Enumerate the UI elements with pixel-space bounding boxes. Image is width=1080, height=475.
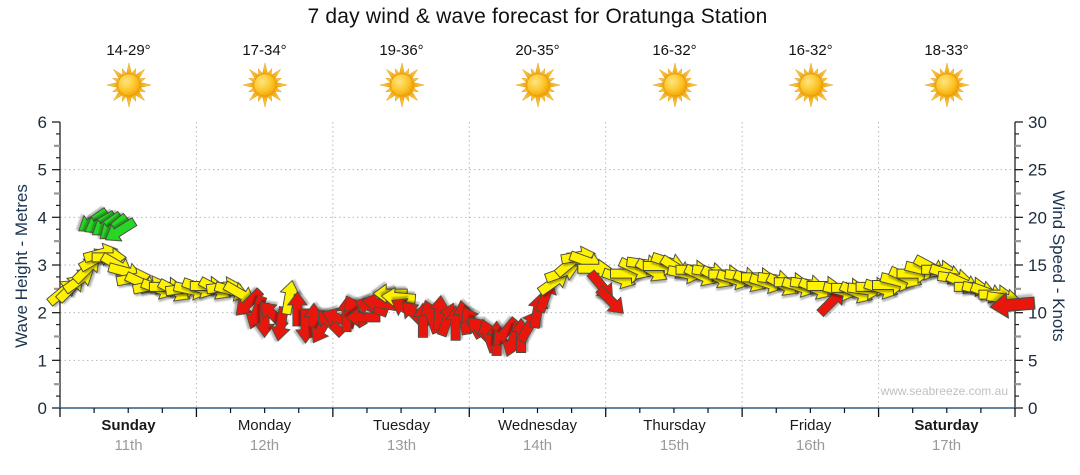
left-tick-label: 3 <box>38 256 47 275</box>
day-date: 17th <box>931 437 962 454</box>
day-date: 13th <box>386 437 417 454</box>
wind-arrow <box>989 291 1036 319</box>
right-tick-label: 25 <box>1028 161 1047 180</box>
day-date: 16th <box>795 437 826 454</box>
gridlines <box>60 122 1015 408</box>
day-name: Tuesday <box>373 417 430 434</box>
wind-arrow <box>493 316 520 347</box>
left-tick-label: 2 <box>38 304 47 323</box>
wind-arrow <box>104 217 138 242</box>
left-tick-label: 5 <box>38 161 47 180</box>
wind-arrow <box>235 287 265 316</box>
temp-range-label: 20-35° <box>515 42 560 59</box>
x-label-monday: Monday 12th <box>196 417 333 454</box>
watermark: www.seabreeze.com.au <box>880 384 1008 398</box>
day-name: Thursday <box>643 417 706 434</box>
right-tick-label: 20 <box>1028 208 1047 227</box>
wind-arrow-series <box>46 206 1036 358</box>
temp-range-label: 19-36° <box>379 42 424 59</box>
x-label-tuesday: Tuesday 13th <box>333 417 470 454</box>
day-header-friday: 16-32° <box>742 42 879 109</box>
left-axis: 0 1 2 3 4 5 6 <box>38 113 61 418</box>
left-tick-label: 0 <box>38 399 47 418</box>
wind-arrow <box>279 279 301 316</box>
temp-range-label: 16-32° <box>652 42 697 59</box>
right-tick-label: 5 <box>1028 351 1037 370</box>
day-name: Wednesday <box>498 417 577 434</box>
x-label-wednesday: Wednesday 14th <box>469 417 606 454</box>
day-name: Sunday <box>101 417 156 434</box>
temp-range-label: 16-32° <box>788 42 833 59</box>
day-date: 11th <box>114 437 143 454</box>
day-header-sunday: 14-29° <box>60 42 197 109</box>
day-header-tuesday: 19-36° <box>333 42 470 109</box>
day-header-monday: 17-34° <box>196 42 333 109</box>
day-name: Monday <box>237 417 292 434</box>
day-name: Friday <box>789 417 832 434</box>
wind-arrow <box>595 285 624 314</box>
left-tick-label: 6 <box>38 113 47 132</box>
bottom-axis <box>57 407 1017 417</box>
left-axis-title: Wave Height - Metres <box>12 184 31 348</box>
right-tick-label: 0 <box>1028 399 1037 418</box>
day-header-thursday: 16-32° <box>606 42 743 109</box>
day-date: 15th <box>659 437 690 454</box>
day-name: Saturday <box>914 417 979 434</box>
wind-arrow <box>270 305 291 342</box>
right-tick-label: 30 <box>1028 113 1047 132</box>
x-label-thursday: Thursday 15th <box>606 417 743 454</box>
temp-range-label: 18-33° <box>924 42 969 59</box>
wind-arrow <box>254 302 276 339</box>
day-date: 14th <box>522 437 553 454</box>
temp-range-label: 14-29° <box>106 42 151 59</box>
x-label-saturday: Saturday 17th <box>878 417 1015 454</box>
left-tick-label: 4 <box>38 208 47 227</box>
day-header-saturday: 18-33° <box>878 42 1015 109</box>
left-tick-label: 1 <box>38 351 47 370</box>
day-header-wednesday: 20-35° <box>469 42 606 109</box>
right-tick-label: 15 <box>1028 256 1047 275</box>
temp-range-label: 17-34° <box>242 42 287 59</box>
page-title: 7 day wind & wave forecast for Oratunga … <box>307 5 768 28</box>
x-label-friday: Friday 16th <box>742 417 879 454</box>
day-date: 12th <box>249 437 280 454</box>
x-label-sunday: Sunday 11th <box>60 417 197 454</box>
right-axis-title: Wind Speed - Knots <box>1049 190 1068 342</box>
